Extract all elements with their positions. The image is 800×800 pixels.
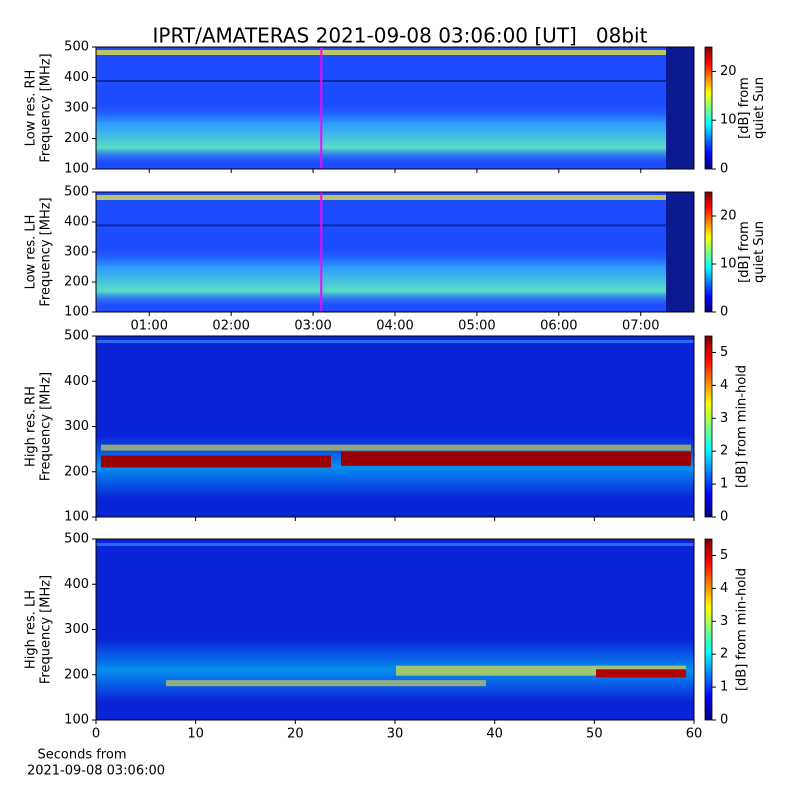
x-tick-label: 04:00 xyxy=(376,319,413,334)
colorbar-tick-label: 3 xyxy=(720,614,728,629)
y-tick-label: 200 xyxy=(64,667,89,682)
colorbar-tick-label: 0 xyxy=(720,162,728,177)
y-axis-label: Low res. LH xyxy=(24,215,39,290)
chart-title: IPRT/AMATERAS 2021-09-08 03:06:00 [UT] 0… xyxy=(153,24,648,48)
y-tick-label: 300 xyxy=(64,245,89,260)
x-tick-label: 10 xyxy=(187,727,204,742)
y-tick-label: 400 xyxy=(64,374,89,389)
colorbar-label: [dB] from min-hold xyxy=(735,568,750,691)
y-tick-label: 100 xyxy=(64,510,89,525)
y-tick-label: 500 xyxy=(64,329,89,344)
x-tick-label: 03:00 xyxy=(294,319,331,334)
colorbar xyxy=(704,46,713,170)
y-tick-label: 300 xyxy=(64,101,89,116)
spectrogram-burst xyxy=(396,665,686,676)
x-tick-label: 30 xyxy=(387,727,404,742)
colorbar-tick-label: 1 xyxy=(720,477,728,492)
x-tick-label: 60 xyxy=(686,727,703,742)
colorbar-tick-label: 3 xyxy=(720,411,728,426)
x-tick-label: 06:00 xyxy=(540,319,577,334)
colorbar-tick-label: 0 xyxy=(720,510,728,525)
y-axis-label: Frequency [MHz] xyxy=(39,372,54,481)
y-tick-label: 200 xyxy=(64,275,89,290)
spectrogram-burst xyxy=(101,444,691,451)
x-tick-label: 02:00 xyxy=(212,319,249,334)
colorbar xyxy=(704,191,713,313)
spectrogram-band xyxy=(96,101,666,163)
colorbar-tick-label: 2 xyxy=(720,647,728,662)
spectrogram-burst xyxy=(341,451,691,466)
y-tick-label: 500 xyxy=(64,532,89,547)
y-tick-label: 500 xyxy=(64,185,89,200)
colorbar-tick-label: 10 xyxy=(720,113,737,128)
colorbar-tick-label: 5 xyxy=(720,548,728,563)
y-axis-label: Frequency [MHz] xyxy=(39,197,54,306)
y-tick-label: 100 xyxy=(64,162,89,177)
spectrogram-band xyxy=(666,192,694,312)
colorbar-tick-label: 0 xyxy=(720,305,728,320)
colorbar xyxy=(704,335,713,518)
colorbar-label: quiet Sun xyxy=(752,221,767,283)
spectrogram-line xyxy=(96,340,694,343)
x-tick-label: 0 xyxy=(92,727,100,742)
y-axis-label: Frequency [MHz] xyxy=(39,575,54,684)
x-tick-label: 05:00 xyxy=(458,319,495,334)
x-tick-label: 20 xyxy=(287,727,304,742)
colorbar-tick-label: 1 xyxy=(720,680,728,695)
colorbar-label: [dB] from xyxy=(737,221,752,283)
y-tick-label: 400 xyxy=(64,70,89,85)
y-tick-label: 300 xyxy=(64,419,89,434)
colorbar-tick-label: 10 xyxy=(720,257,737,272)
y-tick-label: 200 xyxy=(64,464,89,479)
spectrogram-band xyxy=(96,50,666,55)
x-tick-label: 40 xyxy=(486,727,503,742)
y-axis-label: Frequency [MHz] xyxy=(39,53,54,162)
y-tick-label: 300 xyxy=(64,622,89,637)
y-tick-label: 500 xyxy=(64,40,89,55)
x-tick-label: 01:00 xyxy=(131,319,168,334)
colorbar-tick-label: 20 xyxy=(720,209,737,224)
colorbar-label: [dB] from xyxy=(737,77,752,139)
y-tick-label: 100 xyxy=(64,305,89,320)
x-tick-label: 50 xyxy=(586,727,603,742)
colorbar-tick-label: 2 xyxy=(720,444,728,459)
spectrogram-band xyxy=(96,246,666,306)
spectrogram-burst xyxy=(166,680,486,687)
spectrogram-line xyxy=(96,224,666,227)
spectrogram-burst xyxy=(101,455,331,468)
spectrogram-line xyxy=(96,79,666,82)
colorbar-tick-label: 20 xyxy=(720,64,737,79)
x-tick-label: 07:00 xyxy=(622,319,659,334)
colorbar xyxy=(704,538,713,721)
y-tick-label: 200 xyxy=(64,131,89,146)
y-tick-label: 400 xyxy=(64,577,89,592)
colorbar-tick-label: 0 xyxy=(720,713,728,728)
y-axis-label: High res. LH xyxy=(24,590,39,669)
colorbar-tick-label: 4 xyxy=(720,581,728,596)
x-axis-label: Seconds from xyxy=(37,748,126,763)
colorbar-label: quiet Sun xyxy=(752,77,767,139)
y-axis-label: Low res. RH xyxy=(24,70,39,147)
colorbar-tick-label: 4 xyxy=(720,378,728,393)
spectrogram-burst xyxy=(596,669,686,678)
colorbar-tick-label: 5 xyxy=(720,345,728,360)
y-tick-label: 100 xyxy=(64,713,89,728)
spectrogram-line xyxy=(96,543,694,546)
spectrogram-band xyxy=(96,195,666,200)
x-axis-label: 2021-09-08 03:06:00 xyxy=(27,764,165,779)
y-tick-label: 400 xyxy=(64,215,89,230)
colorbar-label: [dB] from min-hold xyxy=(735,365,750,488)
spectrogram-band xyxy=(666,47,694,169)
y-axis-label: High res. RH xyxy=(24,386,39,467)
